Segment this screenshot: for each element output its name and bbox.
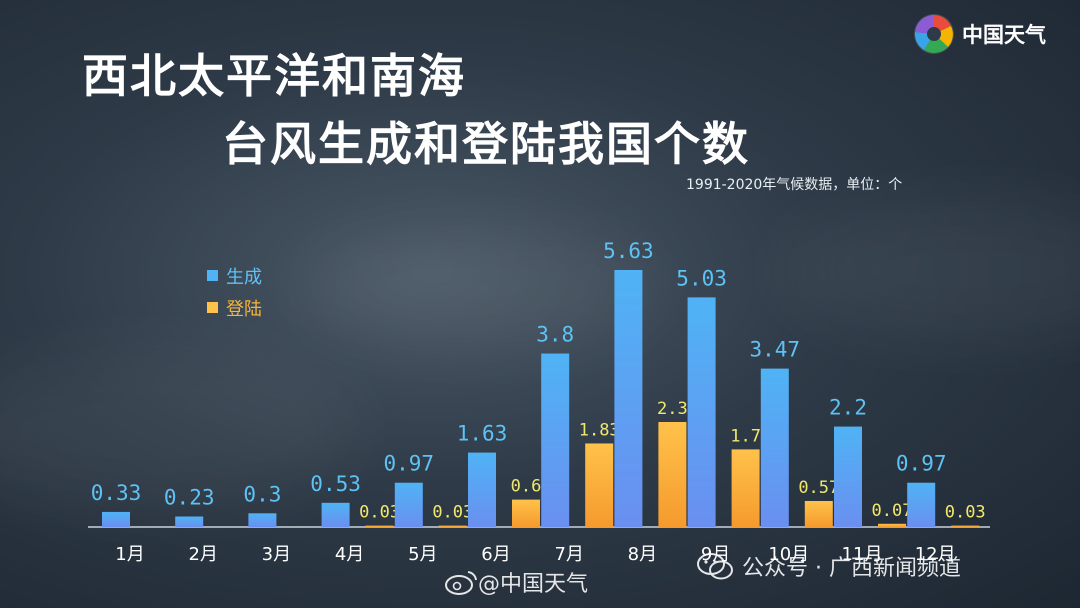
chart-subtitle: 1991-2020年气候数据，单位：个 bbox=[686, 177, 903, 193]
x-tick-label-12: 12月 bbox=[915, 544, 956, 565]
data-label-genesis-4: 0.53 bbox=[310, 472, 361, 496]
x-tick-label-7: 7月 bbox=[554, 544, 583, 565]
legend-swatch-genesis bbox=[207, 270, 218, 281]
data-label-genesis-6: 1.63 bbox=[457, 422, 508, 446]
data-label-genesis-2: 0.23 bbox=[164, 486, 215, 510]
bar-landfall-8 bbox=[658, 422, 687, 527]
bar-landfall-10 bbox=[804, 500, 833, 527]
bar-genesis-10 bbox=[760, 368, 789, 527]
data-label-genesis-3: 0.3 bbox=[243, 482, 281, 506]
bar-landfall-11 bbox=[878, 523, 906, 527]
legend-label-genesis: 生成 bbox=[226, 267, 262, 288]
legend-swatch-landfall bbox=[207, 302, 218, 313]
data-label-landfall-12: 0.03 bbox=[945, 503, 986, 523]
chart-title-line1: 西北太平洋和南海 bbox=[82, 49, 466, 103]
wechat-watermark: 公众号 · 广西新闻频道 bbox=[696, 550, 961, 582]
data-label-landfall-7: 1.83 bbox=[579, 420, 620, 440]
data-label-genesis-12: 0.97 bbox=[896, 452, 947, 476]
bar-landfall-6 bbox=[512, 499, 540, 527]
wechat-account: 公众号 · 广西新闻频道 bbox=[742, 556, 961, 581]
bar-genesis-1 bbox=[102, 511, 130, 527]
bar-landfall-12 bbox=[951, 525, 980, 527]
bar-genesis-6 bbox=[468, 452, 496, 527]
data-label-genesis-7: 3.8 bbox=[536, 323, 574, 347]
pinwheel-logo-icon bbox=[914, 14, 954, 54]
bar-genesis-5 bbox=[394, 482, 423, 527]
bar-landfall-7 bbox=[585, 443, 614, 527]
data-label-landfall-6: 0.6 bbox=[511, 477, 542, 497]
bar-genesis-3 bbox=[248, 513, 277, 527]
bar-genesis-2 bbox=[175, 516, 204, 527]
data-label-genesis-10: 3.47 bbox=[750, 338, 801, 362]
chart-title-line2: 台风生成和登陆我国个数 bbox=[222, 117, 750, 171]
data-label-landfall-4: 0.03 bbox=[359, 503, 400, 523]
data-label-landfall-11: 0.07 bbox=[872, 501, 913, 521]
weibo-watermark: @中国天气 bbox=[444, 566, 588, 598]
bar-genesis-4 bbox=[321, 502, 350, 527]
weibo-handle: @中国天气 bbox=[478, 572, 589, 597]
data-label-genesis-1: 0.33 bbox=[91, 481, 142, 505]
data-label-genesis-11: 2.2 bbox=[829, 396, 867, 420]
x-tick-label-5: 5月 bbox=[408, 544, 437, 565]
x-tick-label-10: 10月 bbox=[768, 544, 809, 565]
data-label-genesis-8: 5.63 bbox=[603, 239, 654, 263]
bar-genesis-12 bbox=[907, 482, 936, 527]
bar-landfall-9 bbox=[731, 449, 760, 527]
legend-label-landfall: 登陆 bbox=[226, 299, 262, 320]
x-tick-label-3: 3月 bbox=[262, 544, 291, 565]
wechat-icon bbox=[697, 553, 733, 580]
bar-genesis-11 bbox=[834, 426, 862, 527]
bar-landfall-4 bbox=[365, 525, 394, 527]
weibo-icon bbox=[445, 571, 477, 595]
x-tick-label-1: 1月 bbox=[115, 544, 144, 565]
bar-genesis-7 bbox=[541, 353, 570, 527]
data-label-landfall-8: 2.3 bbox=[657, 399, 688, 419]
data-label-genesis-5: 0.97 bbox=[384, 452, 435, 476]
x-tick-label-11: 11月 bbox=[842, 544, 883, 565]
x-tick-label-8: 8月 bbox=[628, 544, 657, 565]
x-tick-label-4: 4月 bbox=[335, 544, 364, 565]
data-label-genesis-9: 5.03 bbox=[676, 266, 727, 290]
bar-genesis-8 bbox=[614, 270, 643, 527]
bar-landfall-5 bbox=[438, 525, 467, 527]
data-label-landfall-10: 0.57 bbox=[798, 478, 839, 498]
x-tick-label-2: 2月 bbox=[188, 544, 217, 565]
legend: 生成 登陆 bbox=[207, 267, 262, 320]
data-label-landfall-5: 0.03 bbox=[432, 503, 473, 523]
data-label-landfall-9: 1.7 bbox=[730, 426, 761, 446]
x-tick-label-6: 6月 bbox=[481, 544, 510, 565]
logo: 中国天气 bbox=[912, 12, 1046, 56]
logo-text: 中国天气 bbox=[962, 23, 1046, 47]
bar-genesis-9 bbox=[687, 297, 716, 527]
